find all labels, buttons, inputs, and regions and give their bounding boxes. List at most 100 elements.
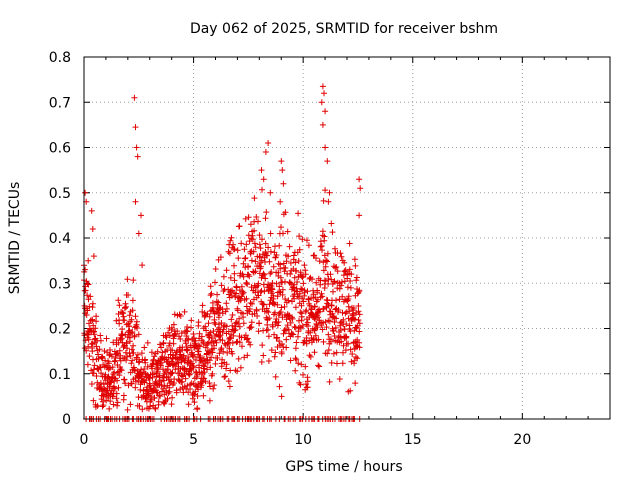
data-point bbox=[237, 364, 244, 371]
data-point bbox=[259, 186, 265, 193]
data-point bbox=[166, 340, 173, 347]
data-point bbox=[98, 370, 105, 377]
data-point bbox=[98, 354, 105, 361]
data-point bbox=[266, 315, 273, 322]
data-point bbox=[356, 176, 363, 183]
data-point bbox=[269, 286, 276, 293]
data-point bbox=[240, 273, 247, 280]
data-point bbox=[148, 396, 155, 403]
data-point bbox=[336, 285, 343, 292]
data-point bbox=[293, 267, 300, 274]
data-point bbox=[304, 237, 310, 244]
data-point bbox=[206, 397, 213, 404]
data-point bbox=[109, 364, 116, 371]
data-point bbox=[106, 360, 112, 367]
data-point bbox=[325, 198, 332, 205]
data-point bbox=[223, 300, 230, 307]
data-point bbox=[275, 319, 282, 325]
data-point bbox=[227, 288, 234, 295]
data-point bbox=[303, 340, 310, 347]
data-point bbox=[196, 343, 203, 350]
data-point bbox=[185, 401, 192, 408]
data-point bbox=[283, 326, 289, 332]
data-point bbox=[266, 301, 273, 308]
data-point bbox=[301, 289, 308, 296]
data-point bbox=[346, 322, 353, 329]
data-point bbox=[285, 297, 292, 304]
data-point bbox=[252, 258, 259, 265]
data-point bbox=[324, 250, 331, 257]
data-point bbox=[307, 329, 314, 336]
data-point bbox=[134, 153, 141, 160]
data-point bbox=[120, 313, 127, 320]
data-point bbox=[214, 291, 221, 298]
data-point bbox=[284, 228, 291, 235]
data-point bbox=[277, 265, 284, 272]
data-point bbox=[335, 307, 342, 313]
data-point bbox=[219, 337, 226, 344]
data-point bbox=[323, 324, 330, 331]
data-point bbox=[355, 289, 362, 296]
data-point bbox=[253, 307, 260, 314]
data-point bbox=[255, 328, 262, 335]
data-point bbox=[271, 353, 278, 360]
data-point bbox=[118, 335, 125, 342]
data-point bbox=[208, 354, 215, 361]
data-point bbox=[127, 353, 134, 359]
data-point bbox=[190, 353, 197, 360]
data-point bbox=[185, 336, 192, 343]
data-point bbox=[356, 328, 363, 335]
data-point bbox=[244, 352, 251, 359]
data-point bbox=[133, 144, 140, 151]
y-tick-label: 0.1 bbox=[49, 367, 71, 383]
data-point bbox=[301, 262, 308, 269]
data-point bbox=[334, 285, 341, 292]
data-point bbox=[124, 345, 131, 352]
data-point bbox=[114, 377, 121, 384]
data-point bbox=[136, 403, 143, 409]
data-point bbox=[305, 242, 312, 249]
data-point bbox=[227, 274, 234, 281]
data-point bbox=[343, 333, 350, 340]
data-point bbox=[123, 357, 130, 364]
data-point bbox=[295, 210, 302, 217]
data-point bbox=[170, 321, 177, 328]
data-point bbox=[190, 363, 197, 369]
data-point bbox=[298, 361, 305, 368]
data-point bbox=[135, 331, 142, 338]
data-point bbox=[90, 253, 97, 260]
data-point bbox=[243, 279, 250, 286]
data-point bbox=[273, 252, 280, 258]
data-point bbox=[280, 230, 286, 237]
data-point bbox=[298, 302, 305, 309]
data-point bbox=[191, 391, 198, 398]
data-point bbox=[300, 298, 307, 305]
data-point bbox=[91, 362, 98, 369]
data-point bbox=[165, 390, 172, 397]
data-point bbox=[94, 402, 101, 409]
data-point bbox=[220, 348, 227, 355]
data-point bbox=[163, 334, 170, 341]
data-point bbox=[184, 328, 191, 335]
x-tick-label: 10 bbox=[294, 432, 312, 448]
data-point bbox=[211, 316, 218, 323]
data-point bbox=[159, 374, 166, 381]
data-point bbox=[260, 270, 267, 277]
data-point bbox=[208, 290, 215, 297]
data-point bbox=[295, 294, 302, 300]
data-point bbox=[223, 267, 230, 274]
data-point bbox=[258, 257, 265, 264]
data-point bbox=[168, 401, 175, 408]
data-point bbox=[132, 124, 139, 131]
data-point bbox=[336, 376, 343, 382]
data-point bbox=[279, 167, 286, 174]
data-point bbox=[266, 258, 273, 265]
data-point bbox=[110, 401, 117, 408]
data-point bbox=[204, 366, 210, 373]
data-point bbox=[333, 315, 340, 322]
data-point bbox=[123, 339, 130, 346]
data-point bbox=[195, 342, 202, 349]
data-point bbox=[268, 347, 275, 354]
data-point bbox=[149, 374, 156, 381]
data-point bbox=[192, 357, 199, 363]
